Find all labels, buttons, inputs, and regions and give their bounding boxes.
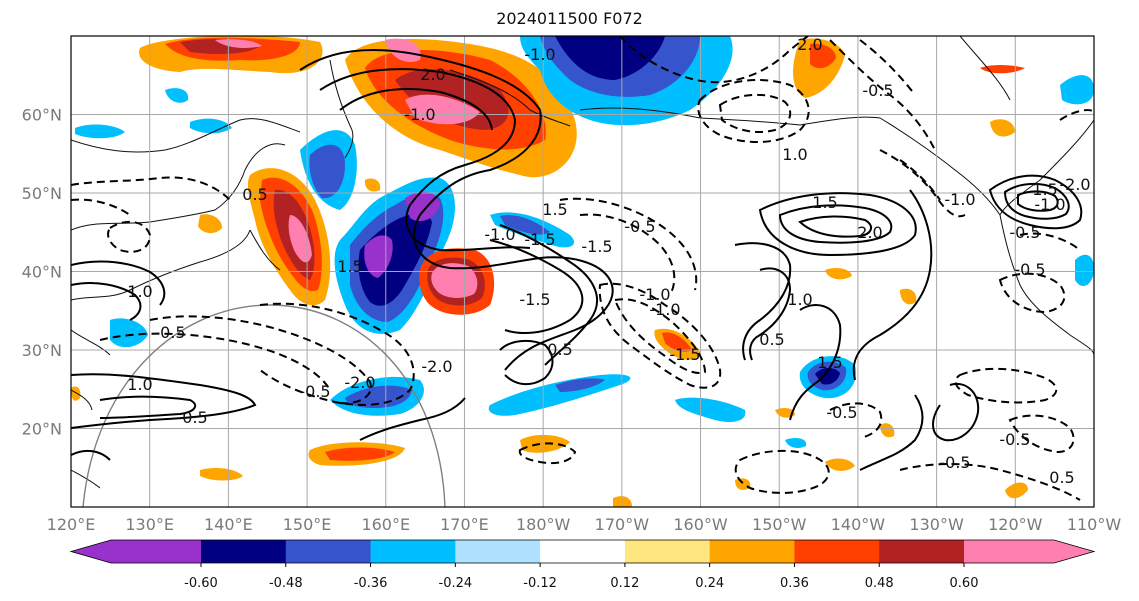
contour-label: -1.5 — [519, 290, 550, 309]
colorbar-tick-label: -0.36 — [354, 576, 388, 591]
colorbar-segment — [370, 540, 456, 563]
colorbar — [69, 539, 1096, 564]
contour-label: -0.5 — [999, 430, 1030, 449]
colorbar-tick-label: 0.36 — [780, 576, 809, 591]
contour-label: -0.5 — [826, 403, 857, 422]
longitude-label: 140°W — [831, 515, 886, 534]
latitude-label: 50°N — [22, 184, 62, 203]
contour-label: 1.0 — [787, 290, 812, 309]
colorbar-outline — [69, 539, 1096, 564]
longitude-label: 120°W — [988, 515, 1043, 534]
contour-label: -0.5 — [862, 81, 893, 100]
contour-label: 1.5 — [1032, 180, 1057, 199]
contour-label: -0.5 — [1009, 223, 1040, 242]
contour-label: 1.5 — [542, 200, 567, 219]
longitude-label: 140°E — [204, 515, 253, 534]
colorbar-segment — [964, 540, 1054, 563]
colorbar-segment — [794, 540, 880, 563]
contour-label: -1.0 — [1034, 195, 1065, 214]
contour-label: 0.5 — [242, 185, 267, 204]
contour-label: -0.5 — [939, 453, 970, 472]
longitude-label: 170°E — [440, 515, 489, 534]
colorbar-tick-label: -0.24 — [439, 576, 473, 591]
map-frame — [70, 35, 1095, 508]
contour-label: 1.0 — [127, 282, 152, 301]
contour-labels: 2.02.01.50.5-1.0-1.01.5-0.5-0.5 2.0-1.01.… — [127, 35, 1090, 487]
contour-label: 1.0 — [127, 375, 152, 394]
coastlines — [71, 36, 1094, 489]
longitude-label: 160°E — [361, 515, 410, 534]
colorbar-tick-label: 0.24 — [695, 576, 724, 591]
contour-label: -0.5 — [1014, 260, 1045, 279]
colorbar-tick-label: 0.60 — [950, 576, 979, 591]
longitude-label: 120°E — [47, 515, 96, 534]
longitude-label: 170°W — [595, 515, 650, 534]
colorbar-tick-label: -0.48 — [269, 576, 303, 591]
latitude-label: 30°N — [22, 341, 62, 360]
positive-contours — [71, 49, 1083, 471]
contour-label: 2.0 — [797, 35, 822, 54]
colorbar-tick-label: -0.12 — [523, 576, 557, 591]
contour-label: 1.5 — [817, 353, 842, 372]
contour-label: -1.5 — [524, 230, 555, 249]
colorbar-segment — [111, 540, 201, 563]
contour-label: -0.5 — [299, 382, 330, 401]
latitude-label: 20°N — [22, 420, 62, 439]
contour-label: -1.0 — [484, 225, 515, 244]
longitude-labels: 120°E 130°E 140°E 150°E 160°E 170°E 180°W 170°W… — [47, 515, 1122, 534]
latitude-labels: 20°N 30°N 40°N 50°N 60°N — [22, 106, 62, 439]
anomaly-shading — [71, 36, 1094, 507]
longitude-label: 150°W — [752, 515, 807, 534]
contour-label: -1.5 — [669, 345, 700, 364]
longitude-label: 160°W — [673, 515, 728, 534]
colorbar-labels: -0.60 -0.48 -0.36 -0.24 -0.12 0.12 0.24 0.36 0.4… — [184, 563, 978, 591]
colorbar-segment — [71, 540, 116, 563]
contour-label: -1.0 — [944, 190, 975, 209]
longitude-label: 130°W — [909, 515, 964, 534]
contour-label: 1.5 — [812, 193, 837, 212]
contour-label: 1.0 — [782, 145, 807, 164]
colorbar-tick-label: 0.12 — [610, 576, 639, 591]
negative-contours — [71, 36, 1094, 501]
longitude-label: 130°E — [125, 515, 174, 534]
contour-label: -1.5 — [581, 237, 612, 256]
graticule — [71, 36, 1094, 507]
latitude-label: 60°N — [22, 106, 62, 125]
colorbar-segment — [624, 540, 711, 563]
contour-label: -1.0 — [639, 285, 670, 304]
contour-label: -1.0 — [524, 45, 555, 64]
colorbar-segment — [709, 540, 795, 563]
colorbar-tick-label: -0.60 — [184, 576, 218, 591]
contour-label: -0.5 — [154, 323, 185, 342]
colorbar-tick-label: 0.48 — [865, 576, 894, 591]
map-title: 2024011500 F072 — [496, 9, 643, 28]
longitude-label: 110°W — [1067, 515, 1122, 534]
colorbar-segment — [540, 540, 626, 563]
contour-label: 0.5 — [759, 330, 784, 349]
contour-label: 1.5 — [337, 257, 362, 276]
contour-label: -1.0 — [404, 105, 435, 124]
longitude-label: 180°W — [516, 515, 571, 534]
contour-label: 2.0 — [857, 223, 882, 242]
contour-label: -2.0 — [344, 373, 375, 392]
colorbar-segment — [285, 540, 372, 563]
latitude-label: 40°N — [22, 263, 62, 282]
contour-label: -1.0 — [649, 300, 680, 319]
contour-label: -2.0 — [421, 357, 452, 376]
contour-label: 0.5 — [1049, 468, 1074, 487]
contour-label: 2.0 — [420, 65, 445, 84]
contour-label: -2.0 — [1059, 175, 1090, 194]
reference-circle — [82, 304, 446, 507]
contour-label: 0.5 — [547, 340, 572, 359]
longitude-label: 150°E — [283, 515, 332, 534]
contour-label: -0.5 — [624, 217, 655, 236]
colorbar-segment — [201, 540, 287, 563]
contour-label: 0.5 — [182, 408, 207, 427]
colorbar-segment — [455, 540, 541, 563]
colorbar-segment — [879, 540, 965, 563]
colorbar-extension — [1054, 540, 1094, 563]
